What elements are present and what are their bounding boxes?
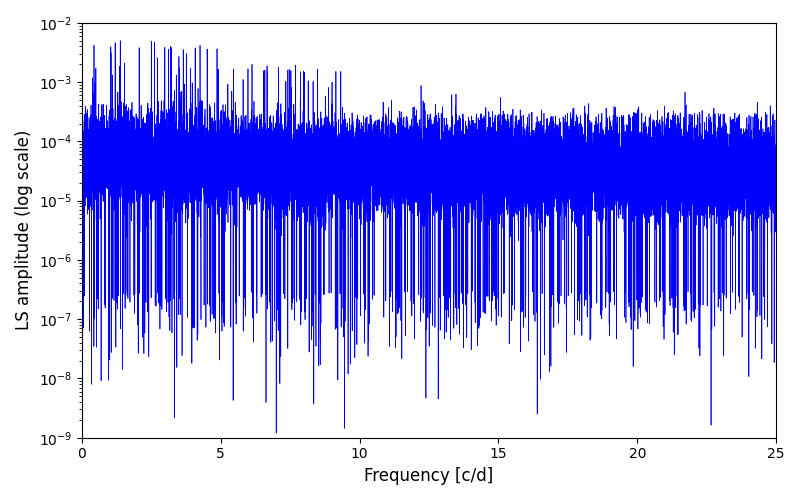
X-axis label: Frequency [c/d]: Frequency [c/d] (364, 467, 494, 485)
Y-axis label: LS amplitude (log scale): LS amplitude (log scale) (15, 130, 33, 330)
